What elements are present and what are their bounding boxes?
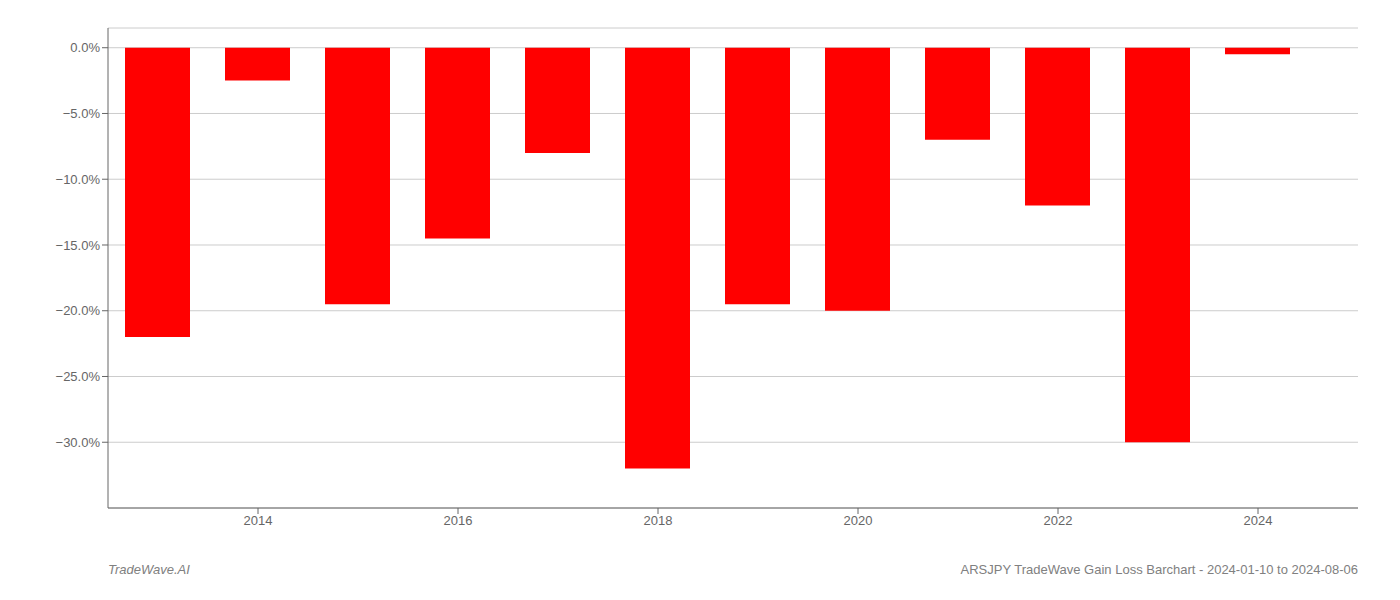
svg-text:−5.0%: −5.0% [63, 106, 101, 121]
svg-text:−30.0%: −30.0% [56, 435, 101, 450]
svg-text:−20.0%: −20.0% [56, 303, 101, 318]
svg-text:−10.0%: −10.0% [56, 172, 101, 187]
svg-text:0.0%: 0.0% [70, 40, 100, 55]
svg-text:2018: 2018 [644, 513, 673, 528]
svg-text:2024: 2024 [1244, 513, 1273, 528]
svg-text:2014: 2014 [244, 513, 273, 528]
html-text:TradeWave.AI: TradeWave.AI [108, 562, 190, 577]
svg-text:2016: 2016 [444, 513, 473, 528]
svg-text:2020: 2020 [844, 513, 873, 528]
svg-text:−15.0%: −15.0% [56, 238, 101, 253]
html-text:ARSJPY TradeWave Gain Loss Bar: ARSJPY TradeWave Gain Loss Barchart - 20… [960, 562, 1358, 577]
svg-text:−25.0%: −25.0% [56, 369, 101, 384]
svg-text:2022: 2022 [1044, 513, 1073, 528]
